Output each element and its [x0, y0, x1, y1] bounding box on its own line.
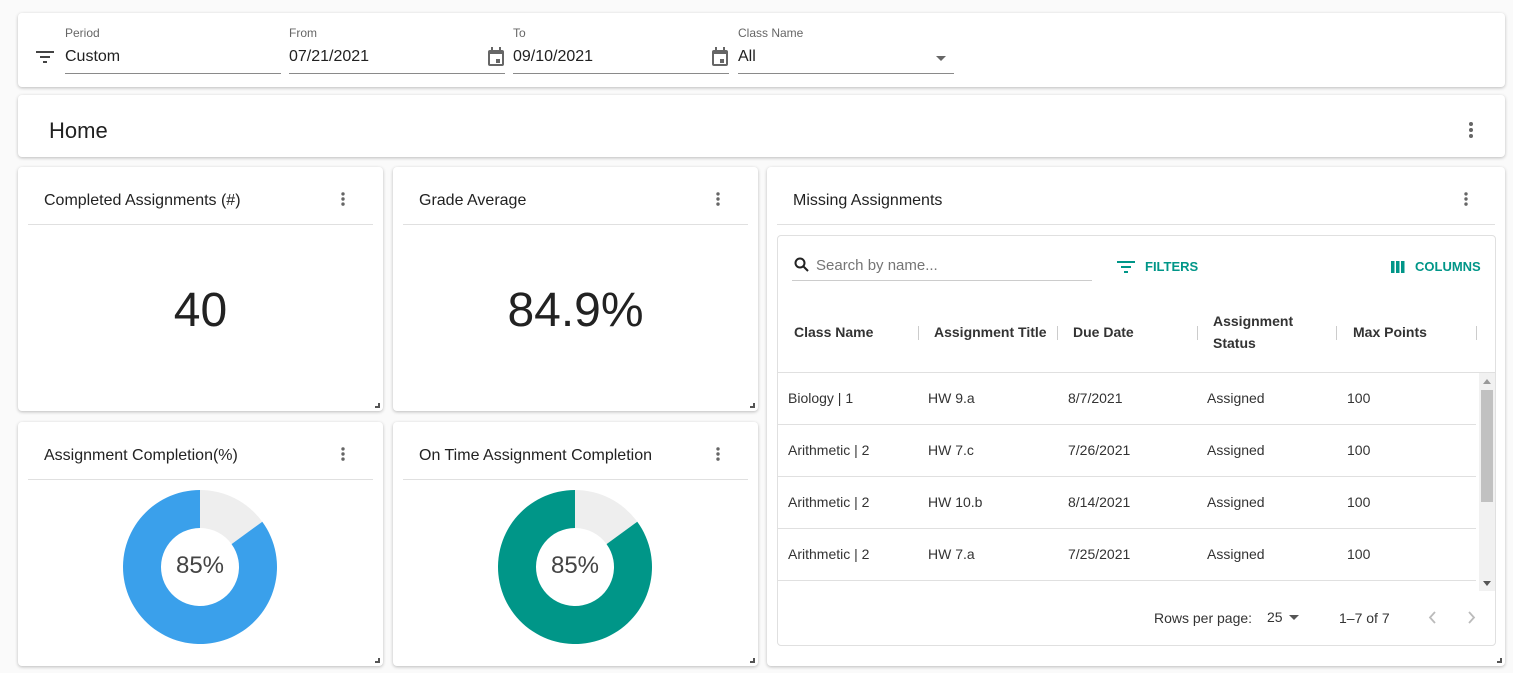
scroll-down-icon[interactable] [1483, 581, 1491, 586]
grade-average-value: 84.9% [507, 284, 644, 337]
widget-title: Missing Assignments [793, 192, 943, 209]
cell-due-date: 7/26/2021 [1068, 442, 1131, 458]
more-options-icon[interactable] [341, 447, 345, 461]
from-date-input[interactable]: 07/21/2021 [289, 48, 505, 74]
calendar-icon[interactable] [711, 47, 729, 67]
calendar-icon[interactable] [487, 47, 505, 67]
from-label: From [289, 26, 317, 40]
cell-assignment-title: HW 7.c [928, 442, 974, 458]
more-options-icon[interactable] [716, 447, 720, 461]
rows-per-page-label: Rows per page: [1154, 610, 1253, 626]
rows-per-page-value: 25 [1267, 609, 1283, 625]
cell-assignment-status: Assigned [1207, 494, 1265, 510]
cell-max-points: 100 [1347, 390, 1371, 406]
grade-average-widget [393, 167, 758, 411]
class-name-label: Class Name [738, 26, 804, 40]
page-header [18, 95, 1505, 157]
columns-label: COLUMNS [1415, 259, 1481, 274]
scrollbar-thumb[interactable] [1481, 390, 1493, 502]
more-options-icon[interactable] [341, 192, 345, 206]
column-header-due-date[interactable]: Due Date [1073, 324, 1134, 340]
resize-handle[interactable] [375, 403, 380, 408]
class-name-select[interactable]: All [738, 48, 954, 74]
completed-assignments-widget [18, 167, 383, 411]
rows-per-page-select[interactable]: 25 [1267, 609, 1299, 625]
search-icon [794, 257, 809, 272]
widget-title: Completed Assignments (#) [44, 192, 241, 209]
chevron-down-icon [1288, 614, 1299, 620]
chevron-down-icon [936, 56, 946, 61]
on-time-donut [498, 490, 652, 644]
cell-due-date: 7/25/2021 [1068, 546, 1131, 562]
next-page-icon[interactable] [1468, 611, 1476, 624]
column-header-max-points[interactable]: Max Points [1353, 324, 1427, 340]
cell-assignment-title: HW 7.a [928, 546, 975, 562]
cell-assignment-title: HW 10.b [928, 494, 983, 510]
cell-assignment-title: HW 9.a [928, 390, 975, 406]
cell-due-date: 8/7/2021 [1068, 390, 1123, 406]
resize-handle[interactable] [750, 403, 755, 408]
column-header-assignment-status[interactable]: Assignment Status [1213, 313, 1294, 351]
donut-label: 85% [550, 552, 600, 579]
missing-assignments-widget [767, 167, 1505, 666]
donut-label: 85% [175, 552, 225, 579]
cell-class-name: Arithmetic | 2 [788, 546, 870, 562]
period-label: Period [65, 26, 100, 40]
cell-max-points: 100 [1347, 546, 1371, 562]
data-grid [777, 235, 1496, 646]
pagination-range: 1–7 of 7 [1339, 610, 1390, 626]
completed-count: 40 [173, 284, 228, 337]
filter-icon [1117, 260, 1135, 273]
cell-due-date: 8/14/2021 [1068, 494, 1131, 510]
column-header-class-name[interactable]: Class Name [794, 324, 874, 340]
more-options-icon[interactable] [716, 192, 720, 206]
search-input[interactable] [816, 254, 1086, 276]
widget-title: On Time Assignment Completion [419, 447, 652, 464]
resize-handle[interactable] [1497, 658, 1502, 663]
resize-handle[interactable] [375, 658, 380, 663]
scroll-up-icon[interactable] [1483, 379, 1491, 384]
filter-icon [36, 51, 54, 63]
cell-max-points: 100 [1347, 442, 1371, 458]
donut-remaining-slice [200, 490, 263, 545]
period-select[interactable]: Custom [65, 48, 281, 74]
to-date-input[interactable]: 09/10/2021 [513, 48, 729, 74]
filters-button[interactable]: FILTERS [1117, 259, 1198, 274]
cell-class-name: Arithmetic | 2 [788, 442, 870, 458]
widget-title: Assignment Completion(%) [44, 447, 238, 464]
cell-assignment-status: Assigned [1207, 546, 1265, 562]
columns-button[interactable]: COLUMNS [1391, 259, 1481, 274]
completion-donut [123, 490, 277, 644]
more-options-icon[interactable] [1464, 192, 1468, 206]
columns-icon [1391, 260, 1405, 273]
column-header-assignment-title[interactable]: Assignment Title [934, 324, 1047, 340]
more-options-icon[interactable] [1469, 122, 1473, 138]
to-label: To [513, 26, 526, 40]
cell-assignment-status: Assigned [1207, 442, 1265, 458]
cell-class-name: Arithmetic | 2 [788, 494, 870, 510]
filters-label: FILTERS [1145, 259, 1199, 274]
table-row[interactable] [778, 373, 1476, 425]
filter-bar [18, 13, 1505, 87]
previous-page-icon[interactable] [1428, 611, 1436, 624]
donut-completed-slice [498, 490, 652, 644]
widget-title: Grade Average [419, 192, 527, 209]
cell-assignment-status: Assigned [1207, 390, 1265, 406]
page-title: Home [49, 118, 108, 143]
cell-class-name: Biology | 1 [788, 390, 854, 406]
donut-completed-slice [123, 490, 277, 644]
cell-max-points: 100 [1347, 494, 1371, 510]
resize-handle[interactable] [750, 658, 755, 663]
donut-remaining-slice [575, 490, 638, 545]
